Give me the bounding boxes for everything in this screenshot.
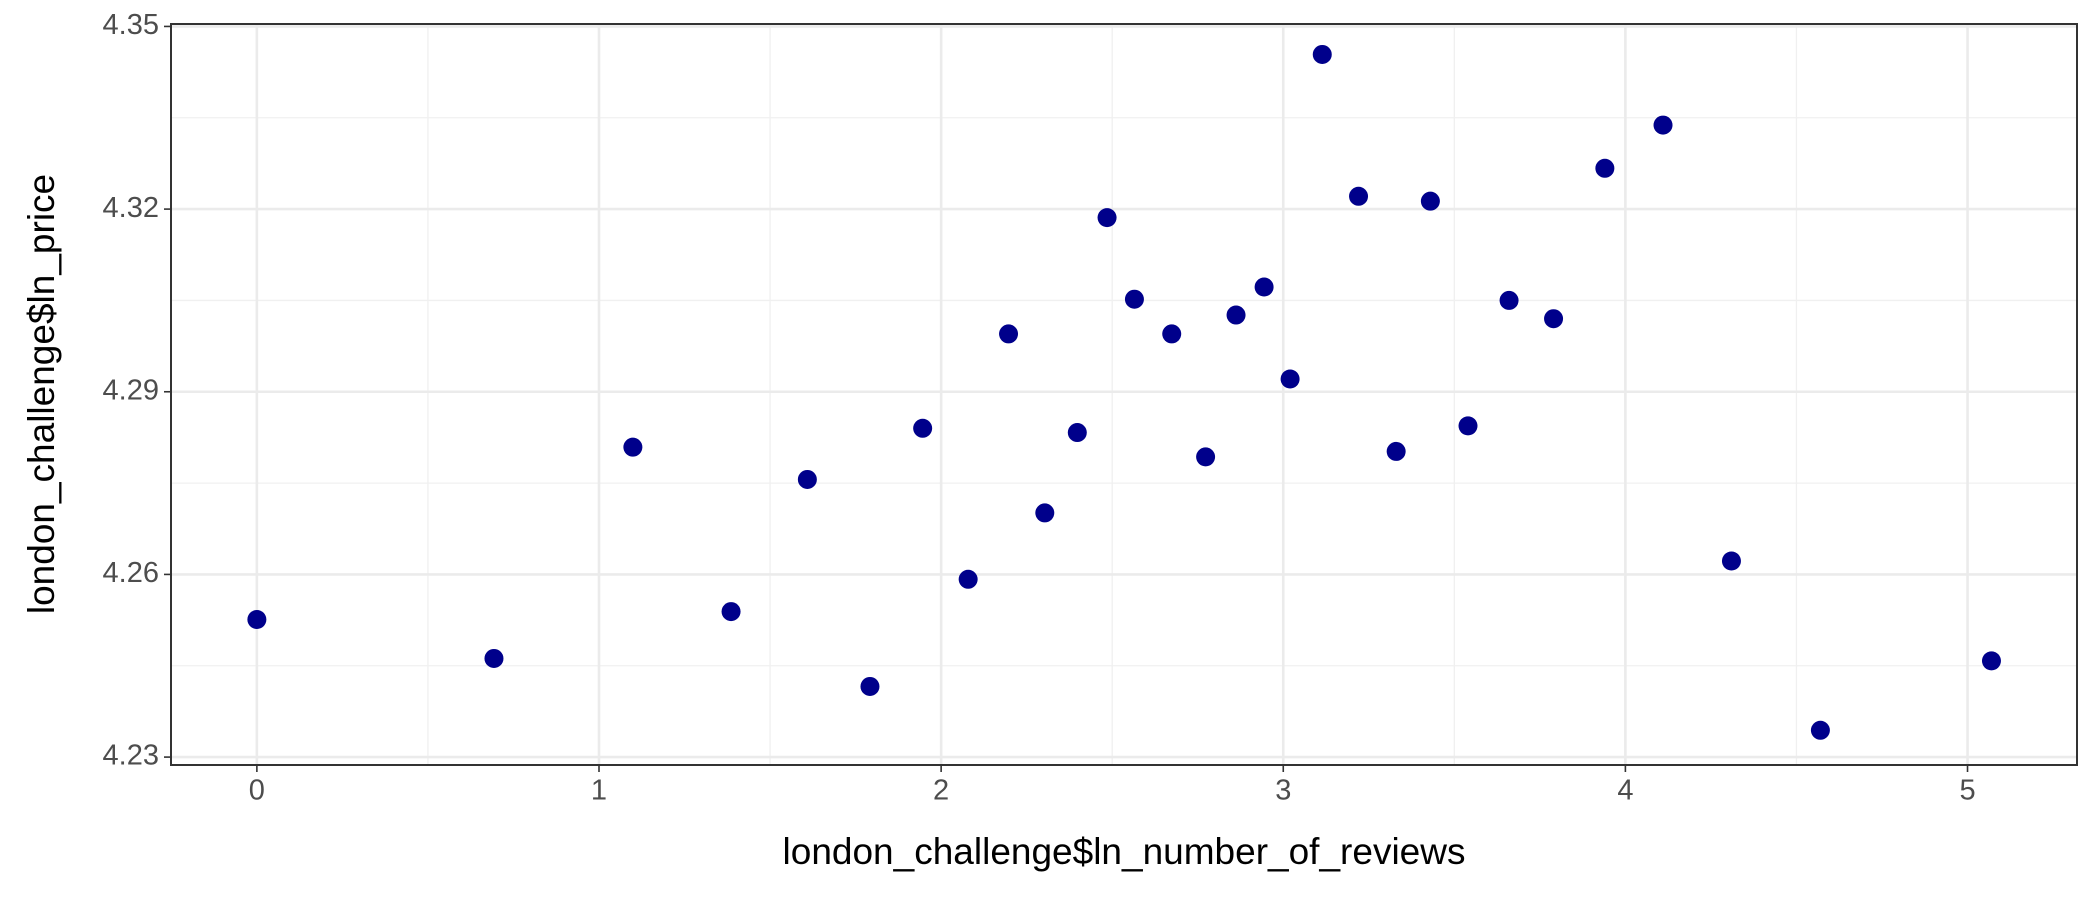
point [1653,115,1673,135]
point [1067,423,1087,443]
y-tick-label: 4.29 [103,374,159,406]
point [1595,158,1615,178]
point [1097,208,1117,228]
point [797,469,817,489]
y-axis-title: london_challenge$ln_price [21,174,62,614]
point [999,324,1019,344]
x-tick-label: 4 [1617,775,1633,807]
point [484,648,504,668]
point [1254,277,1274,297]
point [247,609,267,629]
point [1721,551,1741,571]
point [1226,305,1246,325]
point [623,437,643,457]
y-tick-label: 4.26 [103,557,159,589]
y-tick-label: 4.23 [103,740,159,772]
x-tick-label: 1 [591,775,607,807]
x-tick-label: 2 [933,775,949,807]
point [721,602,741,622]
point [1420,191,1440,211]
point [860,676,880,696]
x-tick-label: 5 [1959,775,1975,807]
point [1981,651,2001,671]
point [1499,290,1519,310]
point [958,569,978,589]
panel-background [171,24,2077,765]
x-tick-label: 0 [249,775,265,807]
point [1349,186,1369,206]
y-tick-label: 4.32 [103,192,159,224]
point [1312,44,1332,64]
point [913,418,933,438]
x-axis-title: london_challenge$ln_number_of_reviews [783,831,1466,872]
point [1124,289,1144,309]
point [1458,416,1478,436]
y-tick-label: 4.35 [103,9,159,41]
x-tick-label: 3 [1275,775,1291,807]
point [1035,503,1055,523]
point [1280,369,1300,389]
point [1544,309,1564,329]
panel-border [170,23,2078,766]
point [1196,447,1216,467]
point [1810,720,1830,740]
point [1386,441,1406,461]
point [1162,324,1182,344]
